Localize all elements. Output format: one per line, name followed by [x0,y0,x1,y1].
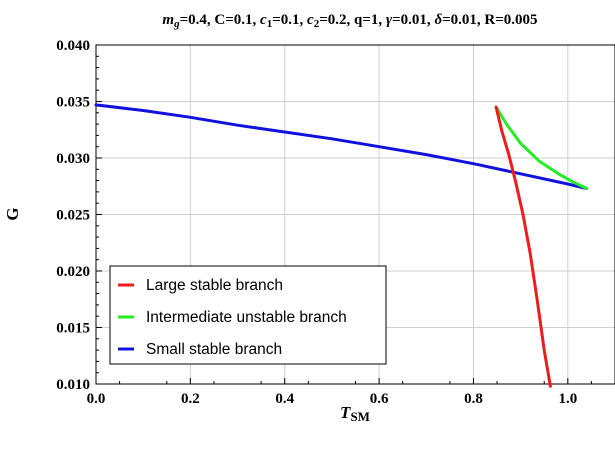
x-label-sub: SM [350,409,370,424]
x-tick-label: 0.8 [464,391,483,407]
title-part-1: g [173,18,180,30]
series-line-0 [494,105,552,388]
series-line-1 [494,105,589,190]
title-part-6: c [307,12,314,28]
x-axis-label: TSM [340,403,370,424]
title-part-11: δ [434,12,442,28]
legend-box [109,265,387,365]
legend-items: Large stable branch Intermediate unstable… [118,277,347,358]
legend-label-0: Large stable branch [146,277,283,294]
legend: Large stable branch Intermediate unstable… [109,265,387,365]
title-part-7: 2 [314,18,320,30]
legend-label-2: Small stable branch [146,341,282,358]
y-tick-label: 0.030 [56,151,90,167]
x-tick-label: 0.0 [87,391,106,407]
y-tick-label: 0.025 [56,208,90,224]
title-part-8: =0.2, q=1, [319,12,386,28]
x-tick-label: 0.6 [370,391,389,407]
x-tick-label: 0.2 [181,391,200,407]
series-line-2 [94,103,589,190]
y-tick-label: 0.040 [56,38,90,54]
x-tick-label: 1.0 [558,391,577,407]
title-part-10: =0.01, [392,12,434,28]
y-tick-label: 0.010 [56,377,90,393]
x-label-main: T [340,403,351,422]
title-part-4: 1 [267,18,273,30]
y-tick-label: 0.020 [56,264,90,280]
legend-label-1: Intermediate unstable branch [146,309,347,326]
x-tick-label: 0.4 [275,391,294,407]
x-ticks: 0.0 0.2 0.4 0.6 0.8 1.0 [87,378,592,407]
chart-title: mg=0.4, C=0.1, c1=0.1, c2=0.2, q=1, γ=0.… [162,12,537,30]
title-part-2: =0.4, C=0.1, [180,12,260,28]
y-tick-label: 0.035 [56,95,90,111]
title-part-9: γ [386,12,393,28]
y-ticks: 0.010 0.015 0.020 0.025 0.030 0.035 0.040 [56,38,102,393]
y-axis-label: G [3,207,22,220]
y-tick-label: 0.015 [56,321,90,337]
title-part-3: c [260,12,267,28]
series-layer [94,103,589,388]
title-part-12: =0.01, R=0.005 [442,12,537,28]
title-part-0: m [162,12,174,28]
title-part-5: =0.1, [272,12,307,28]
